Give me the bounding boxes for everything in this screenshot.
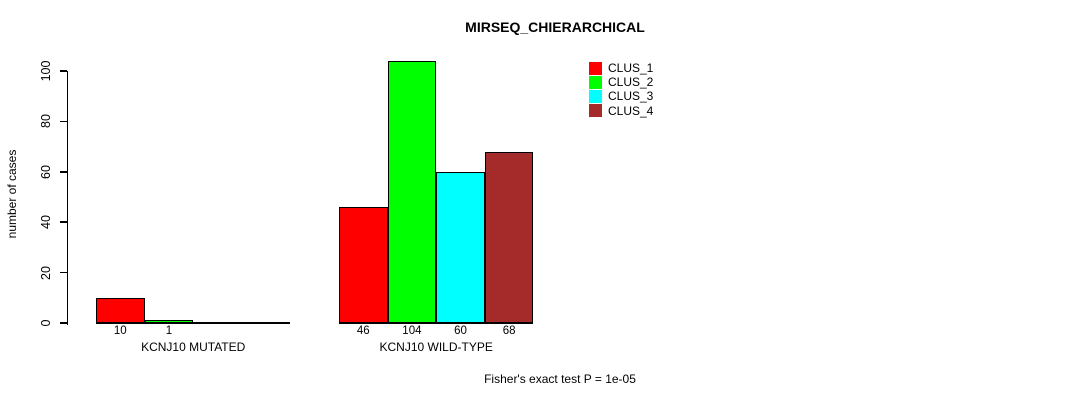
legend-swatch-clus-4: [589, 104, 602, 118]
y-tick-label-60: 60: [39, 164, 53, 179]
fisher-test-note: Fisher's exact test P = 1e-05: [484, 372, 636, 386]
y-tick-label-0: 0: [39, 319, 53, 327]
legend-label-clus-1: CLUS_1: [608, 61, 654, 76]
x-baseline-kcnj10-mutated: [96, 322, 291, 324]
y-tick-label-40: 40: [39, 215, 53, 230]
bar-value-label-clus-2-kcnj10-wild-type: 104: [402, 325, 422, 337]
y-tick-label-80: 80: [39, 114, 53, 129]
y-tick-label-100: 100: [39, 60, 53, 82]
legend-swatch-clus-2: [589, 75, 602, 89]
legend-swatch-clus-3: [589, 89, 602, 103]
bar-clus-4-kcnj10-wild-type: [484, 151, 534, 323]
y-axis-tick: [59, 271, 67, 274]
legend-item-clus-2: CLUS_2: [589, 75, 653, 89]
bar-value-label-clus-3-kcnj10-wild-type: 60: [454, 325, 467, 337]
chart-title: MIRSEQ_CHIERARCHICAL: [465, 19, 645, 35]
y-axis-tick: [59, 221, 67, 223]
legend: CLUS_1 CLUS_2 CLUS_3 CLUS_4: [589, 61, 653, 118]
y-axis-line: [66, 71, 69, 325]
legend-label-clus-4: CLUS_4: [608, 103, 654, 118]
legend-item-clus-1: CLUS_1: [589, 61, 653, 75]
y-axis-tick: [59, 322, 67, 324]
x-baseline-kcnj10-wild-type: [339, 322, 534, 324]
legend-item-clus-4: CLUS_4: [589, 104, 653, 118]
legend-label-clus-3: CLUS_3: [608, 89, 654, 104]
legend-item-clus-3: CLUS_3: [589, 89, 653, 103]
y-tick-label-20: 20: [39, 265, 53, 280]
legend-label-clus-2: CLUS_2: [608, 75, 654, 90]
bar-clus-2-kcnj10-mutated: [144, 320, 194, 323]
bar-value-label-clus-1-kcnj10-mutated: 10: [113, 325, 127, 337]
bar-value-label-clus-2-kcnj10-mutated: 1: [165, 325, 173, 337]
bar-value-label-clus-1-kcnj10-wild-type: 46: [356, 325, 370, 337]
bar-clus-2-kcnj10-wild-type: [387, 60, 437, 323]
x-category-label-kcnj10-wild-type: KCNJ10 WILD-TYPE: [379, 340, 493, 354]
y-axis-tick: [59, 171, 67, 173]
bar-clus-1-kcnj10-wild-type: [339, 207, 388, 323]
y-axis-tick: [59, 120, 67, 123]
bar-clus-3-kcnj10-wild-type: [436, 171, 485, 323]
bar-value-label-clus-4-kcnj10-wild-type: 68: [502, 325, 516, 337]
y-axis-label: number of cases: [5, 149, 19, 239]
y-axis-tick: [59, 70, 67, 72]
x-category-label-kcnj10-mutated: KCNJ10 MUTATED: [141, 340, 246, 354]
bar-clus-1-kcnj10-mutated: [96, 297, 145, 323]
legend-swatch-clus-1: [589, 61, 602, 75]
